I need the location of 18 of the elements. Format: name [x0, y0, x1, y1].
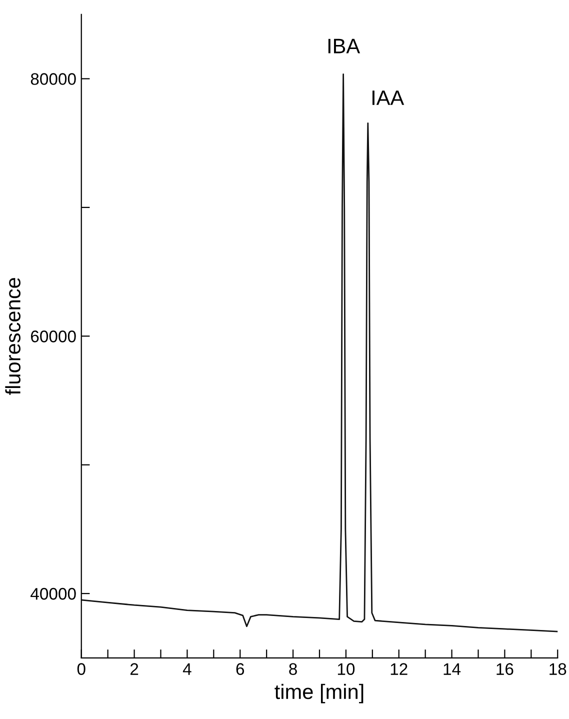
- x-tick-label: 16: [496, 663, 514, 675]
- y-tick-label: 40000: [30, 588, 76, 600]
- y-axis-title: fluorescence: [5, 278, 20, 395]
- x-tick-label: 2: [130, 663, 138, 675]
- x-tick-label: 4: [182, 663, 192, 675]
- x-tick-label: 14: [444, 663, 461, 675]
- x-tick-label: 12: [390, 663, 408, 675]
- y-tick-label: 60000: [31, 330, 76, 342]
- x-tick-label: 6: [236, 663, 244, 675]
- x-tick-label: 18: [550, 663, 566, 675]
- x-tick-label: 10: [338, 663, 355, 675]
- x-tick-label: 0: [77, 663, 86, 675]
- x-axis-title: time [min]: [274, 684, 364, 704]
- y-tick-label: 80000: [30, 73, 76, 85]
- x-tick-label: 8: [289, 663, 297, 675]
- annotation: IAA: [372, 90, 404, 105]
- line-series: [81, 74, 558, 632]
- annotation: IBA: [328, 38, 360, 54]
